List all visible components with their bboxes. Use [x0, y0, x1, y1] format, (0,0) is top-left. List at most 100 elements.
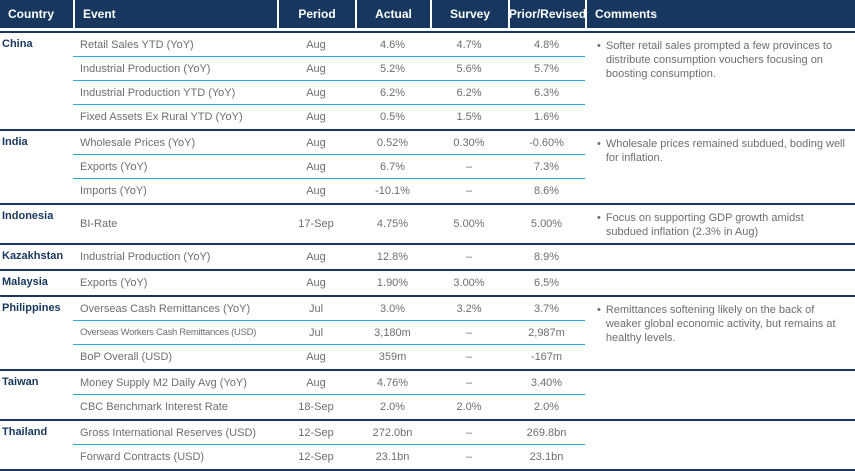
- survey-cell: 2.0%: [456, 401, 482, 413]
- event-cell: Wholesale Prices (YoY): [73, 131, 277, 155]
- survey-cell: –: [465, 251, 473, 263]
- country-group: China Retail Sales YTD (YoY) Aug 4.6% 4.7% 4.…: [0, 31, 855, 129]
- period-cell: 12-Sep: [298, 451, 334, 463]
- country-group: Indonesia BI-Rate 17-Sep 4.75% 5.00% 5.00% • Fo…: [0, 203, 855, 243]
- prior-cell: -0.60%: [508, 131, 585, 155]
- column-header-event: Event: [73, 0, 277, 28]
- actual-cell: 3,180m: [355, 321, 430, 345]
- actual-cell: 12.8%: [376, 251, 409, 263]
- prior-cell: 6.3%: [508, 81, 585, 105]
- period-cell: 12-Sep: [277, 421, 355, 445]
- actual-cell: 272.0bn: [355, 421, 430, 445]
- country-cell: Philippines: [2, 302, 61, 314]
- prior-cell: 8.6%: [533, 185, 560, 197]
- prior-cell: 6.5%: [533, 277, 560, 289]
- country-cell: Kazakhstan: [2, 250, 64, 262]
- column-header-actual: Actual: [355, 0, 430, 28]
- actual-cell: 0.52%: [355, 131, 430, 155]
- actual-cell: 6.7%: [355, 155, 430, 179]
- event-cell: Exports (YoY): [80, 277, 148, 289]
- comment-cell: [585, 371, 855, 419]
- event-cell: Fixed Assets Ex Rural YTD (YoY): [80, 111, 243, 123]
- actual-cell: 4.76%: [355, 371, 430, 395]
- period-cell: Aug: [306, 251, 326, 263]
- column-header-comments: Comments: [585, 0, 855, 28]
- prior-cell: 269.8bn: [508, 421, 585, 445]
- country-cell: Indonesia: [2, 210, 54, 222]
- survey-cell: –: [465, 451, 473, 463]
- column-header-country: Country: [8, 7, 54, 21]
- actual-cell: 3.0%: [355, 297, 430, 321]
- survey-cell: 3.00%: [453, 277, 485, 289]
- event-cell: Retail Sales YTD (YoY): [73, 33, 277, 57]
- actual-cell: 4.6%: [355, 33, 430, 57]
- period-cell: Jul: [277, 297, 355, 321]
- actual-cell: -10.1%: [375, 185, 410, 197]
- prior-cell: 23.1bn: [529, 451, 564, 463]
- period-cell: Aug: [306, 111, 326, 123]
- actual-cell: 6.2%: [355, 81, 430, 105]
- event-cell: Overseas Workers Cash Remittances (USD): [73, 321, 277, 345]
- table-body: China Retail Sales YTD (YoY) Aug 4.6% 4.7% 4.…: [0, 31, 855, 471]
- comment-text: Wholesale prices remained subdued, bodin…: [605, 138, 845, 164]
- country-cell: India: [2, 136, 28, 148]
- prior-cell: 3.7%: [508, 297, 585, 321]
- survey-cell: 4.7%: [430, 33, 508, 57]
- event-cell: Forward Contracts (USD): [80, 451, 205, 463]
- table-header-row: Country Event Period Actual Survey Prior…: [0, 0, 855, 28]
- comment-text: Softer retail sales prompted a few provi…: [605, 40, 833, 80]
- survey-cell: 5.00%: [453, 218, 485, 230]
- bullet-icon: •: [597, 40, 601, 52]
- period-cell: Aug: [277, 33, 355, 57]
- country-group: Kazakhstan Industrial Production (YoY) Aug…: [0, 243, 855, 269]
- country-cell: Malaysia: [2, 276, 48, 288]
- period-cell: Aug: [306, 277, 326, 289]
- actual-cell: 23.1bn: [375, 451, 410, 463]
- country-cell: Thailand: [2, 426, 48, 438]
- survey-cell: –: [430, 155, 508, 179]
- country-group: Malaysia Exports (YoY) Aug 1.90% 3.00% 6.5%: [0, 269, 855, 295]
- survey-cell: –: [465, 185, 473, 197]
- event-cell: Exports (YoY): [73, 155, 277, 179]
- bullet-icon: •: [597, 138, 601, 150]
- actual-cell: 0.5%: [379, 111, 406, 123]
- comment-text: Focus on supporting GDP growth amidst su…: [605, 212, 804, 238]
- comment-cell: • Remittances softening likely on the bac…: [585, 297, 855, 369]
- prior-cell: 2.0%: [533, 401, 560, 413]
- period-cell: Aug: [277, 155, 355, 179]
- event-cell: CBC Benchmark Interest Rate: [80, 401, 228, 413]
- survey-cell: –: [465, 351, 473, 363]
- period-cell: Jul: [277, 321, 355, 345]
- prior-cell: 2,987m: [508, 321, 585, 345]
- survey-cell: 6.2%: [430, 81, 508, 105]
- survey-cell: 5.6%: [430, 57, 508, 81]
- period-cell: Aug: [277, 371, 355, 395]
- actual-cell: 5.2%: [355, 57, 430, 81]
- event-cell: Industrial Production (YoY): [80, 251, 211, 263]
- column-header-period: Period: [277, 0, 355, 28]
- period-cell: Aug: [306, 351, 326, 363]
- survey-cell: 1.5%: [456, 111, 482, 123]
- prior-cell: 5.7%: [508, 57, 585, 81]
- comment-cell: [585, 245, 855, 269]
- prior-cell: 5.00%: [530, 218, 563, 230]
- actual-cell: 359m: [378, 351, 407, 363]
- event-cell: Industrial Production YTD (YoY): [73, 81, 277, 105]
- period-cell: Aug: [277, 131, 355, 155]
- bullet-icon: •: [597, 304, 601, 316]
- comment-cell: • Focus on supporting GDP growth amidst s…: [585, 205, 855, 243]
- prior-cell: 3.40%: [508, 371, 585, 395]
- country-group: Philippines Overseas Cash Remittances (Yo…: [0, 295, 855, 369]
- comment-cell: • Softer retail sales prompted a few prov…: [585, 33, 855, 129]
- event-cell: Overseas Cash Remittances (YoY): [73, 297, 277, 321]
- comment-cell: [585, 421, 855, 469]
- country-group: India Wholesale Prices (YoY) Aug 0.52% 0.30%…: [0, 129, 855, 203]
- comment-text: Remittances softening likely on the back…: [605, 304, 836, 344]
- country-group: Taiwan Money Supply M2 Daily Avg (YoY) Aug…: [0, 369, 855, 419]
- period-cell: Aug: [277, 57, 355, 81]
- prior-cell: 7.3%: [508, 155, 585, 179]
- country-cell: Taiwan: [2, 376, 39, 388]
- event-cell: Money Supply M2 Daily Avg (YoY): [73, 371, 277, 395]
- country-cell: China: [2, 38, 33, 50]
- survey-cell: 0.30%: [430, 131, 508, 155]
